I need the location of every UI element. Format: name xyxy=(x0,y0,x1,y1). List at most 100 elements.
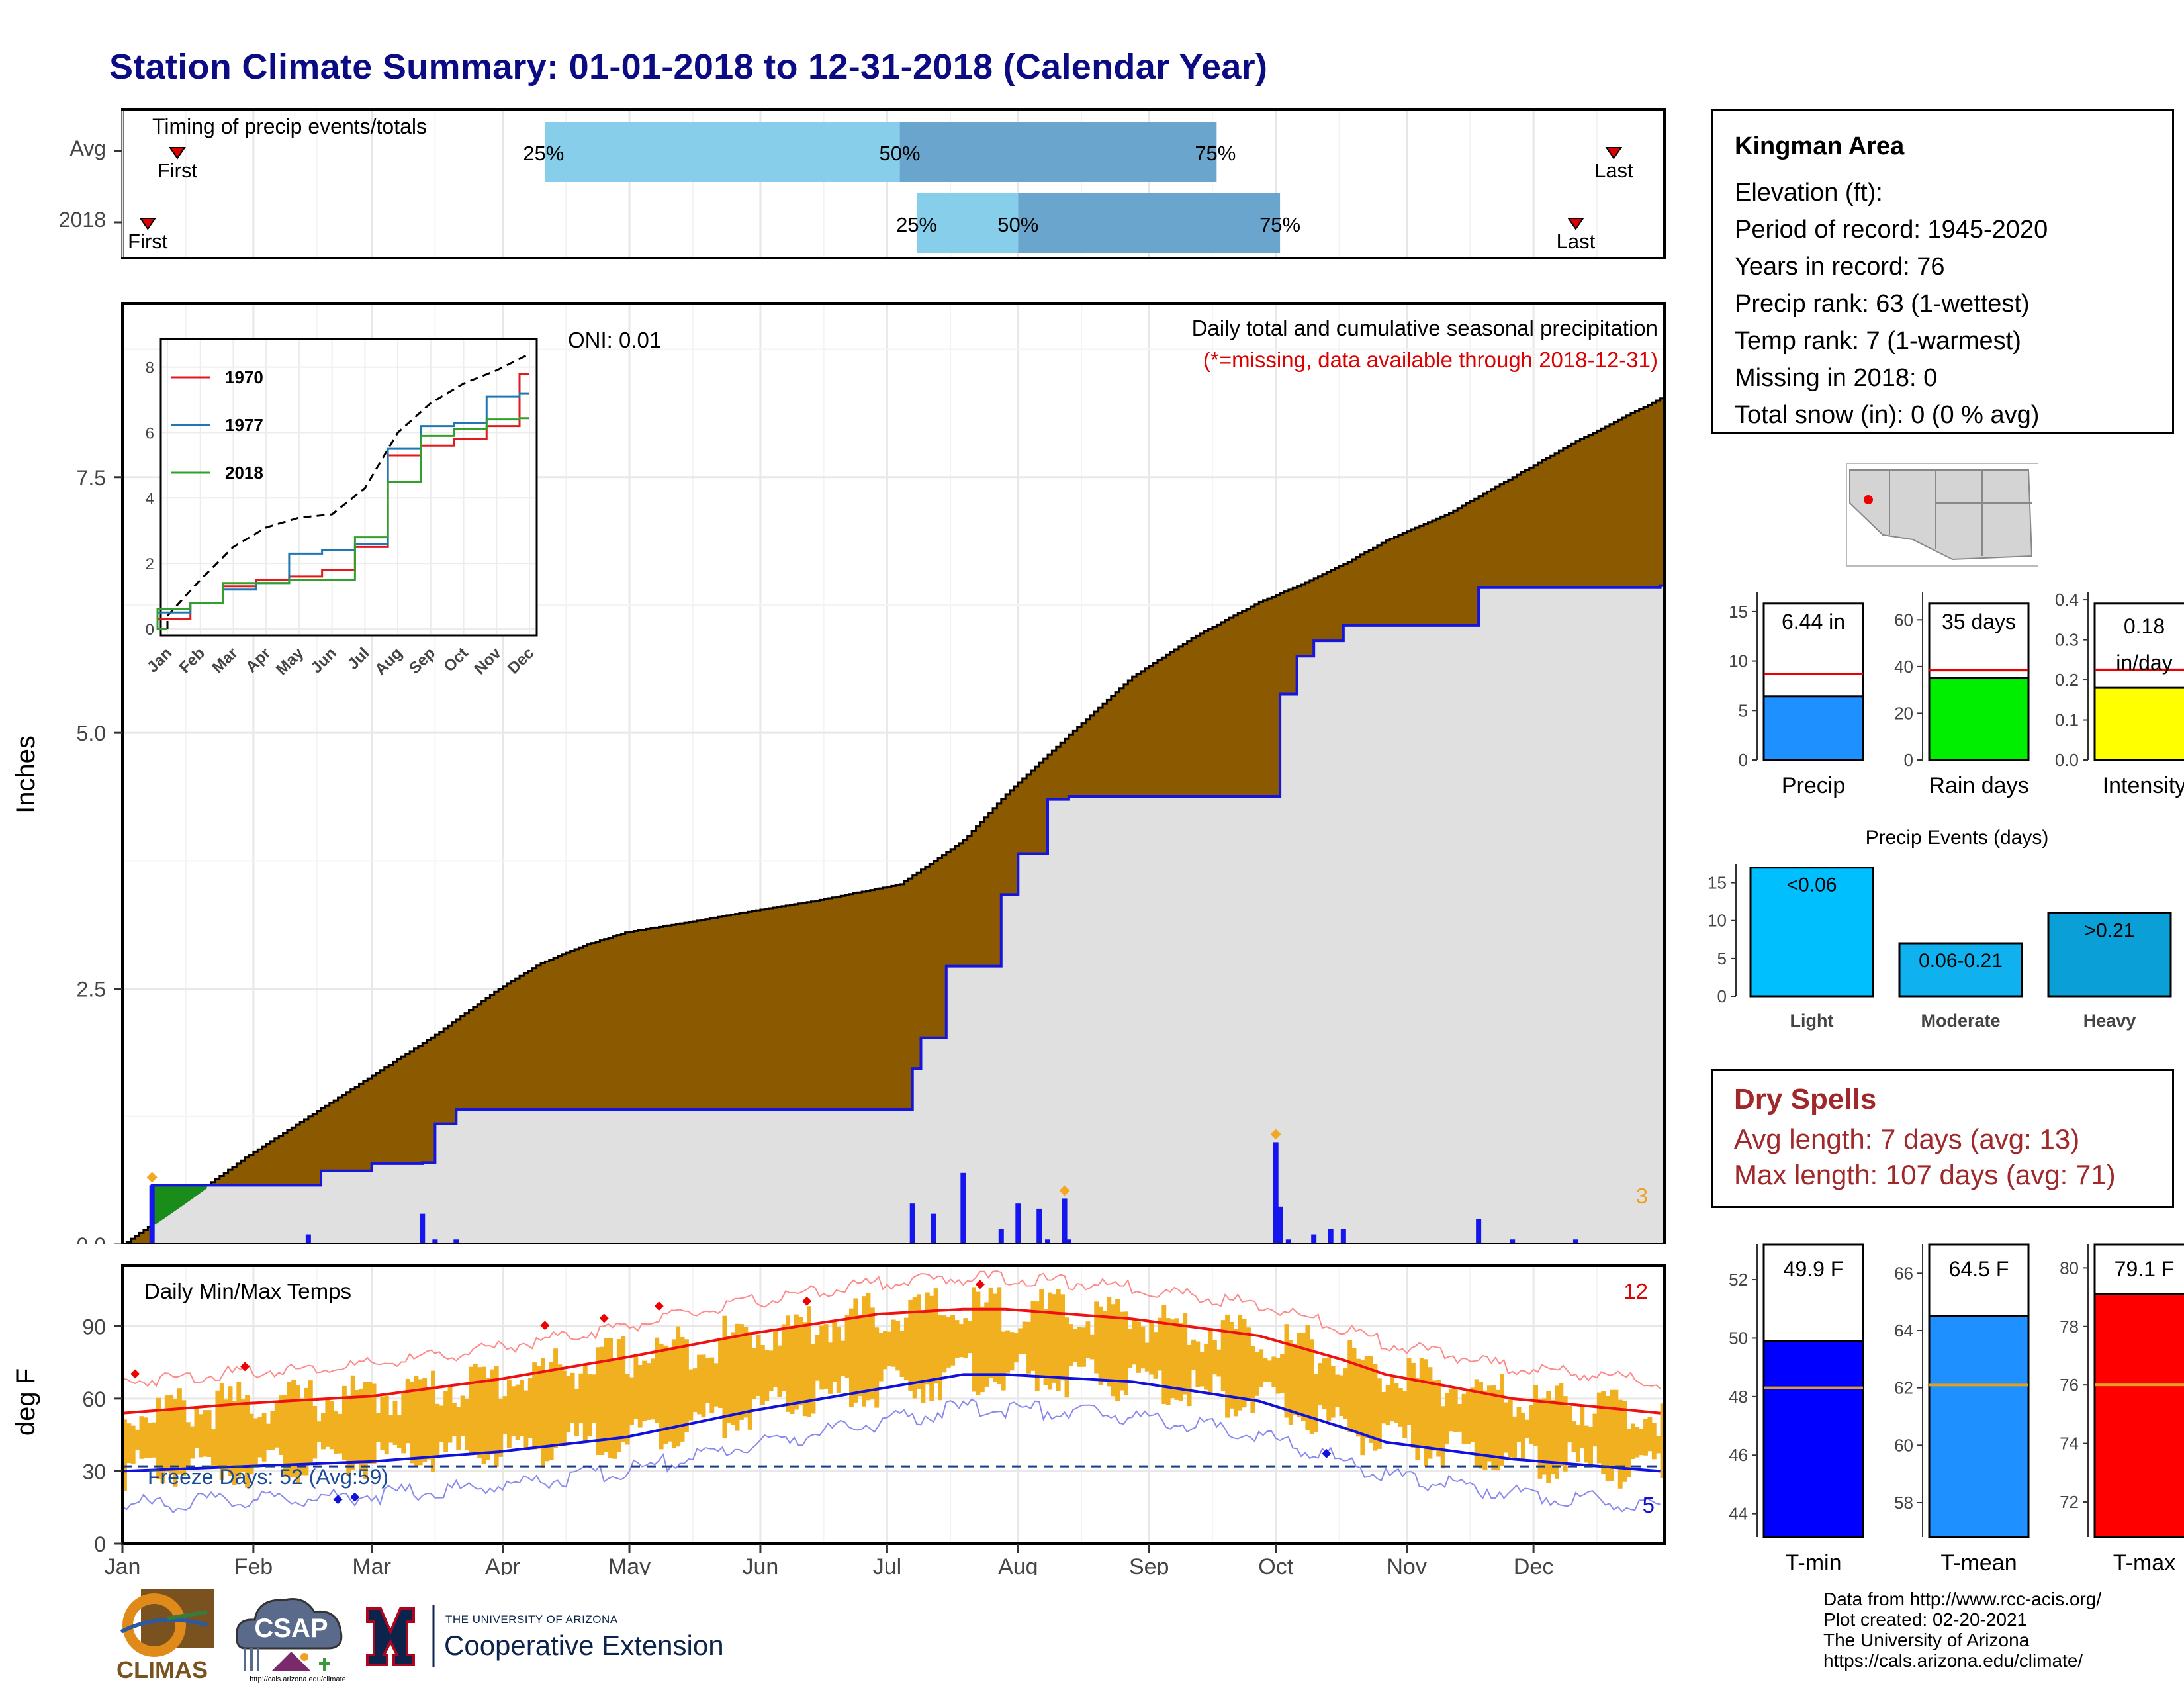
inset-line-average xyxy=(166,353,530,629)
daily-temp-range xyxy=(1626,1429,1631,1478)
page-title: Station Climate Summary: 01-01-2018 to 1… xyxy=(109,47,1268,87)
daily-temp-range xyxy=(316,1421,322,1442)
temperature-bar-charts: 44 46 48 50 52 49.9 F T-min 58 60 62 64 66 64.5 F T-m… xyxy=(1729,1243,2184,1575)
inset-month-label: Jun xyxy=(308,644,340,677)
daily-temp-range xyxy=(439,1405,444,1442)
daily-temp-range xyxy=(1508,1398,1513,1458)
daily-temp-range xyxy=(447,1386,453,1443)
daily-temp-range xyxy=(1242,1319,1247,1408)
daily-temp-range xyxy=(477,1367,482,1458)
daily-temp-range xyxy=(1212,1340,1217,1375)
month-label: Aug xyxy=(998,1554,1038,1575)
daily-temp-range xyxy=(1238,1315,1243,1411)
daily-temp-range xyxy=(1318,1363,1323,1405)
daily-precip-bar xyxy=(453,1239,459,1244)
2018-last-label: Last xyxy=(1557,230,1596,253)
event-bar-label: <0.06 xyxy=(1787,874,1837,896)
daily-temp-range xyxy=(279,1395,284,1455)
daily-temp-range xyxy=(1191,1339,1196,1370)
daily-temp-range xyxy=(139,1416,144,1459)
daily-temp-range xyxy=(798,1317,803,1405)
daily-temp-range xyxy=(1259,1349,1264,1387)
daily-temp-range xyxy=(206,1410,212,1458)
daily-temp-range xyxy=(181,1400,187,1476)
daily-temp-range xyxy=(862,1296,867,1407)
daily-temp-range xyxy=(177,1388,182,1475)
daily-temp-range xyxy=(1165,1318,1171,1405)
avg-first-label: First xyxy=(158,159,198,182)
daily-temp-range xyxy=(1157,1317,1162,1371)
daily-temp-range xyxy=(1161,1305,1167,1404)
record-high-marker xyxy=(654,1301,664,1311)
daily-precip-bar xyxy=(1572,1239,1578,1244)
daily-temp-range xyxy=(1123,1311,1128,1395)
daily-temp-range xyxy=(1174,1318,1179,1400)
daily-temp-range xyxy=(972,1287,976,1392)
daily-temp-range xyxy=(228,1386,233,1477)
daily-temp-range xyxy=(1550,1400,1555,1474)
temp-ytick-label: 90 xyxy=(82,1315,106,1338)
daily-temp-range xyxy=(1470,1387,1475,1442)
daily-temp-range xyxy=(1089,1334,1095,1360)
daily-temp-range xyxy=(240,1399,246,1472)
summary-bar-tick: 0.2 xyxy=(2055,670,2079,690)
temp-bar-value xyxy=(1928,1315,2030,1538)
inset-legend-label: 1977 xyxy=(225,415,263,435)
daily-temp-range xyxy=(760,1344,765,1405)
daily-temp-range xyxy=(984,1302,989,1387)
daily-temp-range xyxy=(1563,1396,1568,1472)
month-label: Jun xyxy=(743,1554,779,1575)
daily-temp-range xyxy=(1614,1389,1619,1469)
hot-days-count: 12 xyxy=(1623,1279,1648,1303)
record-high-marker xyxy=(240,1362,250,1372)
daily-temp-range xyxy=(891,1319,896,1367)
summary-bar-tick: 0 xyxy=(1739,750,1748,770)
avg-max-line xyxy=(122,1307,1661,1415)
obs-cumulative-area xyxy=(122,585,1664,1244)
daily-temp-range xyxy=(777,1345,782,1397)
daily-temp-range xyxy=(359,1388,364,1470)
station-info-line: Total snow (in): 0 (0 % avg) xyxy=(1735,401,2040,429)
daily-temp-range xyxy=(232,1401,237,1485)
temp-ytick-label: 30 xyxy=(82,1460,106,1483)
temp-bar-t-min: 44 46 48 50 52 49.9 F T-min xyxy=(1729,1243,1864,1575)
avg-last-label: Last xyxy=(1594,159,1633,182)
daily-temp-range xyxy=(1651,1423,1657,1460)
station-location-marker xyxy=(1864,495,1873,504)
temp-bar-label: T-mean xyxy=(1940,1550,2017,1575)
csap-url: http://cals.arizona.edu/climate xyxy=(250,1675,346,1683)
daily-temp-range xyxy=(1132,1319,1137,1365)
daily-temp-range xyxy=(211,1429,216,1466)
inset-legend-label: 1970 xyxy=(225,367,263,387)
daily-temp-range xyxy=(692,1368,698,1413)
record-high-marker xyxy=(130,1369,140,1379)
daily-temp-range xyxy=(346,1395,351,1476)
inset-month-label: Jan xyxy=(144,644,175,676)
daily-temp-range xyxy=(1398,1387,1403,1427)
daily-temp-range xyxy=(1208,1329,1213,1393)
daily-temp-range xyxy=(194,1407,199,1448)
daily-temp-range xyxy=(938,1314,942,1401)
temp-bar-label: T-max xyxy=(2113,1550,2175,1575)
daily-temp-range xyxy=(414,1376,419,1467)
daily-temp-range xyxy=(160,1409,165,1483)
dry-spells-box: Dry Spells Avg length: 7 days (avg: 13) … xyxy=(1711,1069,2174,1208)
2018-p25-label: 25% xyxy=(896,213,937,236)
daily-temp-range xyxy=(266,1423,271,1450)
extreme-marker xyxy=(146,1172,158,1183)
inset-ytick-label: 6 xyxy=(146,424,154,442)
daily-temp-range xyxy=(1225,1314,1230,1418)
daily-temp-range xyxy=(655,1337,660,1423)
month-label: Sep xyxy=(1129,1554,1169,1575)
daily-temp-range xyxy=(321,1413,326,1450)
event-bar-light xyxy=(1749,867,1874,998)
summary-bar-tick: 15 xyxy=(1729,602,1748,622)
daily-temp-range xyxy=(549,1362,554,1460)
daily-temp-range xyxy=(1271,1356,1277,1387)
month-label: Jul xyxy=(873,1554,901,1575)
summary-bar-label: Rain days xyxy=(1929,773,2028,798)
credit-line: Data from http://www.rcc-acis.org/ xyxy=(1823,1589,2102,1609)
daily-temp-range xyxy=(1144,1342,1150,1372)
daily-temp-range xyxy=(169,1394,174,1474)
event-bar-label: 0.06-0.21 xyxy=(1919,950,2003,972)
